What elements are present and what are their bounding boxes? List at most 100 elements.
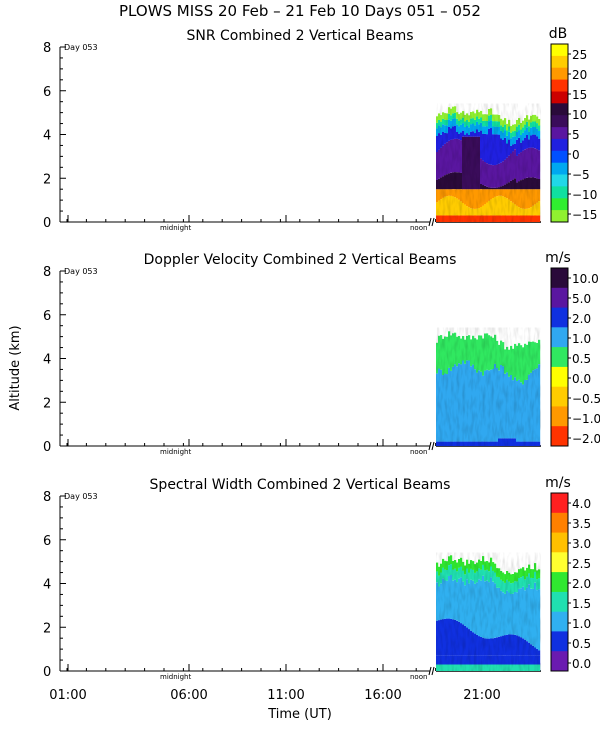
day-label: Day 053: [64, 492, 98, 501]
colorbar-unit: dB: [549, 26, 568, 42]
colorbar-swatch: [551, 611, 568, 632]
colorbar-frame: [550, 492, 569, 672]
midnight-label: midnight: [160, 448, 191, 456]
colorbar-swatch: [551, 210, 568, 223]
noon-label: noon: [410, 673, 427, 681]
colorbar-swatch: [551, 631, 568, 652]
chart-panel-3: Spectral Width Combined 2 Vertical Beams…: [43, 475, 591, 681]
chart-panel-2: Doppler Velocity Combined 2 Vertical Bea…: [43, 250, 600, 456]
colorbar-swatch: [551, 406, 568, 427]
colorbar-label: −15: [572, 208, 597, 222]
panel-title: Doppler Velocity Combined 2 Vertical Bea…: [144, 252, 457, 268]
colorbar-label: 1.0: [572, 617, 591, 631]
y-tick-label: 4: [43, 129, 51, 144]
colorbar-label: −2.0: [572, 432, 600, 446]
colorbar-swatch: [551, 103, 568, 116]
colorbar-label: 25: [572, 48, 587, 62]
colorbar-label: 15: [572, 88, 587, 102]
heatmap-texture: [436, 327, 541, 446]
y-tick-label: 8: [43, 265, 51, 280]
y-tick-label: 0: [43, 665, 51, 680]
colorbar-swatch: [551, 198, 568, 211]
axis-break-mark: [431, 217, 435, 227]
colorbar-frame: [550, 43, 569, 223]
colorbar-label: 2.5: [572, 557, 591, 571]
axis-break-mark: [431, 666, 435, 676]
colorbar-label: 0.0: [572, 372, 591, 386]
colorbar-swatch: [551, 174, 568, 187]
midnight-label: midnight: [160, 224, 191, 232]
colorbar-frame: [550, 267, 569, 447]
axis-break-mark: [428, 666, 432, 676]
colorbar-swatch: [551, 268, 568, 289]
heatmap-data: [436, 327, 541, 446]
colorbar-label: −0.5: [572, 392, 600, 406]
colorbar-swatch: [551, 532, 568, 553]
day-label: Day 053: [64, 267, 98, 276]
x-axis-label: Time (UT): [267, 707, 332, 722]
x-tick-label: 16:00: [364, 688, 401, 703]
colorbar-swatch: [551, 287, 568, 309]
colorbar-label: −10: [572, 188, 597, 202]
colorbar-swatch: [551, 127, 568, 140]
x-tick-label: 01:00: [49, 688, 86, 703]
day-label: Day 053: [64, 43, 98, 52]
colorbar-label: 5.0: [572, 292, 591, 306]
y-tick-label: 4: [43, 578, 51, 593]
colorbar-swatch: [551, 67, 568, 81]
noon-label: noon: [410, 448, 427, 456]
x-tick-label: 21:00: [463, 688, 500, 703]
y-tick-label: 6: [43, 534, 51, 549]
colorbar-swatch: [551, 572, 568, 593]
y-tick-label: 6: [43, 309, 51, 324]
colorbar-swatch: [551, 115, 568, 128]
y-tick-label: 8: [43, 41, 51, 56]
colorbar: m/s4.0 3.5 3.0 2.5 2.0 1.5 1.0 0.5 0.0: [545, 475, 591, 672]
colorbar-label: 0: [572, 148, 580, 162]
colorbar-label: 2.0: [572, 577, 591, 591]
heatmap-data: [436, 552, 541, 671]
colorbar: dB 25 20 15 10 5 0 −5 −10 −15: [549, 26, 597, 223]
y-tick-label: 8: [43, 490, 51, 505]
colorbar-label: 1.0: [572, 332, 591, 346]
colorbar-swatch: [551, 307, 568, 328]
colorbar-swatch: [551, 591, 568, 613]
y-tick-label: 6: [43, 85, 51, 100]
colorbar-label: −5: [572, 168, 590, 182]
y-tick-label: 2: [43, 172, 51, 187]
colorbar-swatch: [551, 347, 568, 368]
colorbar-label: 20: [572, 68, 587, 82]
colorbar-swatch: [551, 426, 568, 447]
colorbar-label: 0.5: [572, 637, 591, 651]
figure-title: PLOWS MISS 20 Feb – 21 Feb 10 Days 051 –…: [119, 2, 481, 20]
y-tick-label: 4: [43, 353, 51, 368]
x-tick-label: 11:00: [267, 688, 304, 703]
colorbar-label: 10: [572, 108, 587, 122]
axis-break-mark: [428, 441, 432, 451]
colorbar-swatch: [551, 366, 568, 388]
colorbar-swatch: [551, 55, 568, 69]
colorbar-unit: m/s: [545, 475, 571, 491]
colorbar-swatch: [551, 138, 568, 152]
noon-label: noon: [410, 224, 427, 232]
colorbar-swatch: [551, 552, 568, 573]
colorbar-swatch: [551, 91, 568, 104]
chart-panels: SNR Combined 2 Vertical Beams 0 2 4 6 8 Day 05…: [43, 26, 600, 703]
heatmap-data: [436, 103, 541, 222]
colorbar-swatch: [551, 327, 568, 348]
colorbar-label: 0.0: [572, 657, 591, 671]
chart-panel-1: SNR Combined 2 Vertical Beams 0 2 4 6 8 Day 05…: [43, 26, 597, 232]
colorbar-label: 1.5: [572, 597, 591, 611]
panel-title: SNR Combined 2 Vertical Beams: [186, 28, 413, 44]
colorbar-label: 4.0: [572, 497, 591, 511]
midnight-label: midnight: [160, 673, 191, 681]
colorbar: m/s10.0 5.0 2.0 1.0 0.5 0.0 −0.5 −1.0 −2.0: [545, 250, 600, 447]
colorbar-label: 2.0: [572, 312, 591, 326]
heatmap-texture: [436, 552, 541, 671]
x-tick-label: 06:00: [170, 688, 207, 703]
colorbar-swatch: [551, 44, 568, 57]
colorbar-label: −1.0: [572, 412, 600, 426]
colorbar-label: 3.0: [572, 537, 591, 551]
colorbar-swatch: [551, 493, 568, 514]
